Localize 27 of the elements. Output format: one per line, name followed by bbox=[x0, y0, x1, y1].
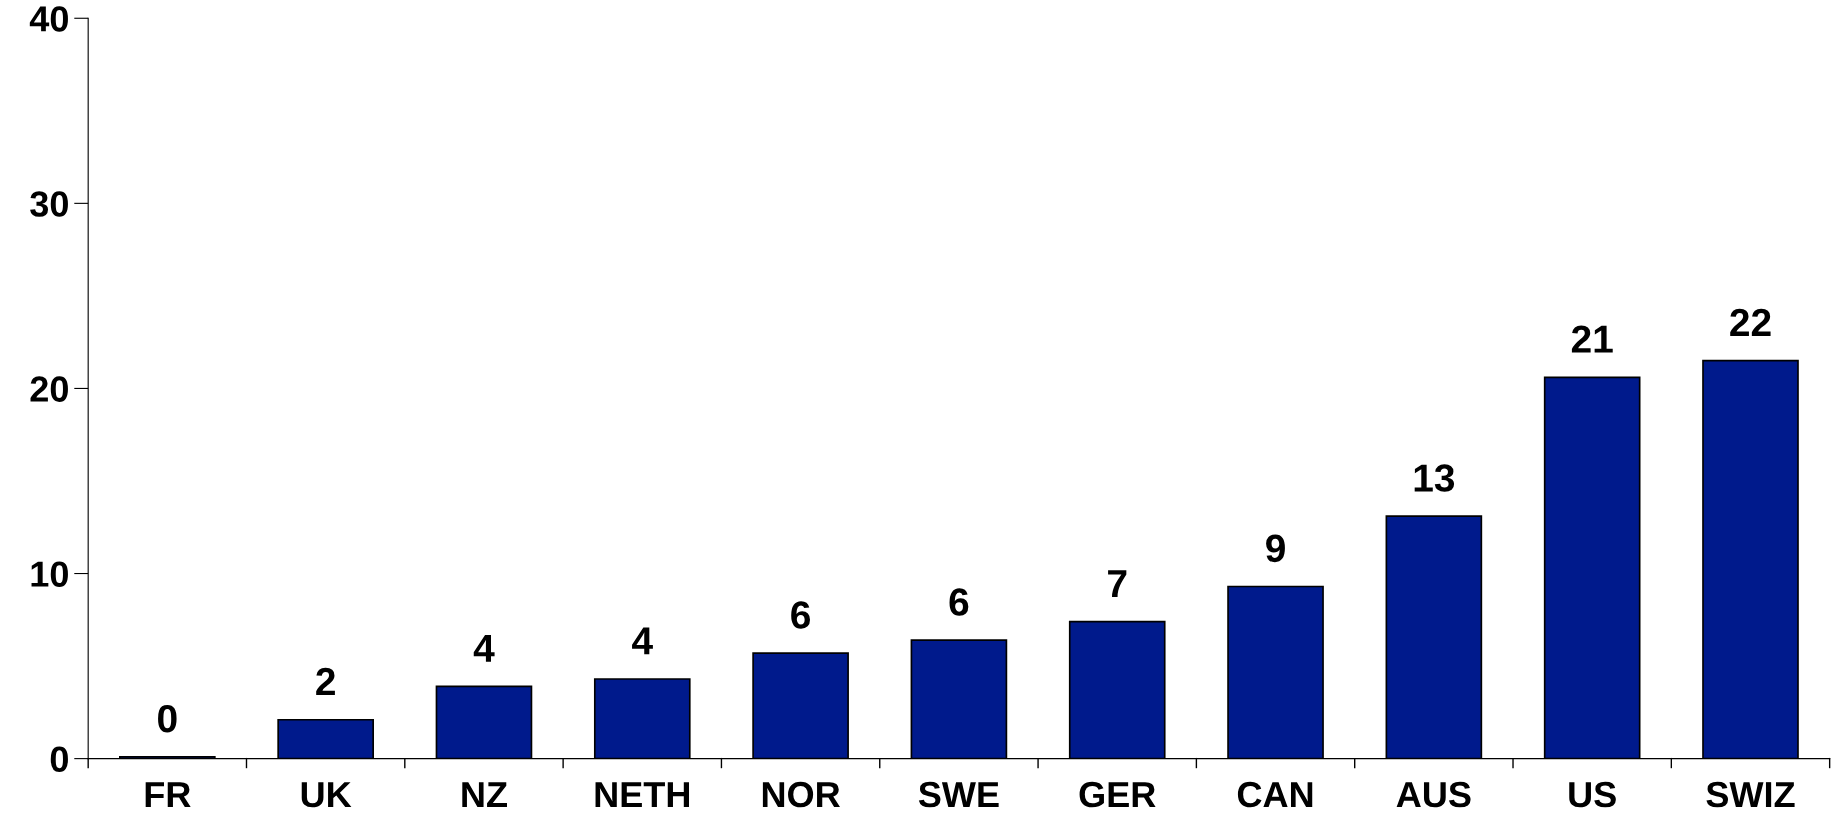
y-tick-label: 0 bbox=[50, 746, 68, 773]
x-tick-label: NETH bbox=[595, 782, 689, 808]
y-tick-label: 10 bbox=[31, 561, 68, 587]
x-tick-label: GER bbox=[1079, 781, 1156, 808]
data-label: 6 bbox=[791, 601, 811, 629]
data-label: 4 bbox=[473, 634, 495, 662]
x-tick-label: FR bbox=[145, 782, 191, 808]
data-label: 13 bbox=[1414, 464, 1455, 492]
data-label: 2 bbox=[316, 667, 335, 696]
data-label: 6 bbox=[949, 588, 969, 616]
x-tick-label: CAN bbox=[1237, 781, 1313, 808]
data-label: 21 bbox=[1571, 325, 1613, 353]
x-tick-label: NOR bbox=[762, 781, 840, 808]
x-tick-label: AUS bbox=[1396, 781, 1471, 808]
x-tick-label: NZ bbox=[462, 782, 507, 808]
x-tick-label: US bbox=[1569, 781, 1616, 808]
y-tick-label: 40 bbox=[29, 6, 68, 32]
data-label: 7 bbox=[1108, 570, 1127, 597]
data-label: 9 bbox=[1266, 534, 1285, 563]
data-label: 4 bbox=[632, 627, 653, 655]
data-label: 22 bbox=[1730, 308, 1771, 336]
x-tick-label: SWE bbox=[918, 781, 999, 808]
y-tick-label: 20 bbox=[30, 376, 68, 402]
x-tick-label: UK bbox=[301, 782, 352, 808]
x-tick-label: SWIZ bbox=[1706, 781, 1795, 808]
data-label: 0 bbox=[158, 704, 177, 733]
y-tick-label: 30 bbox=[30, 191, 68, 217]
